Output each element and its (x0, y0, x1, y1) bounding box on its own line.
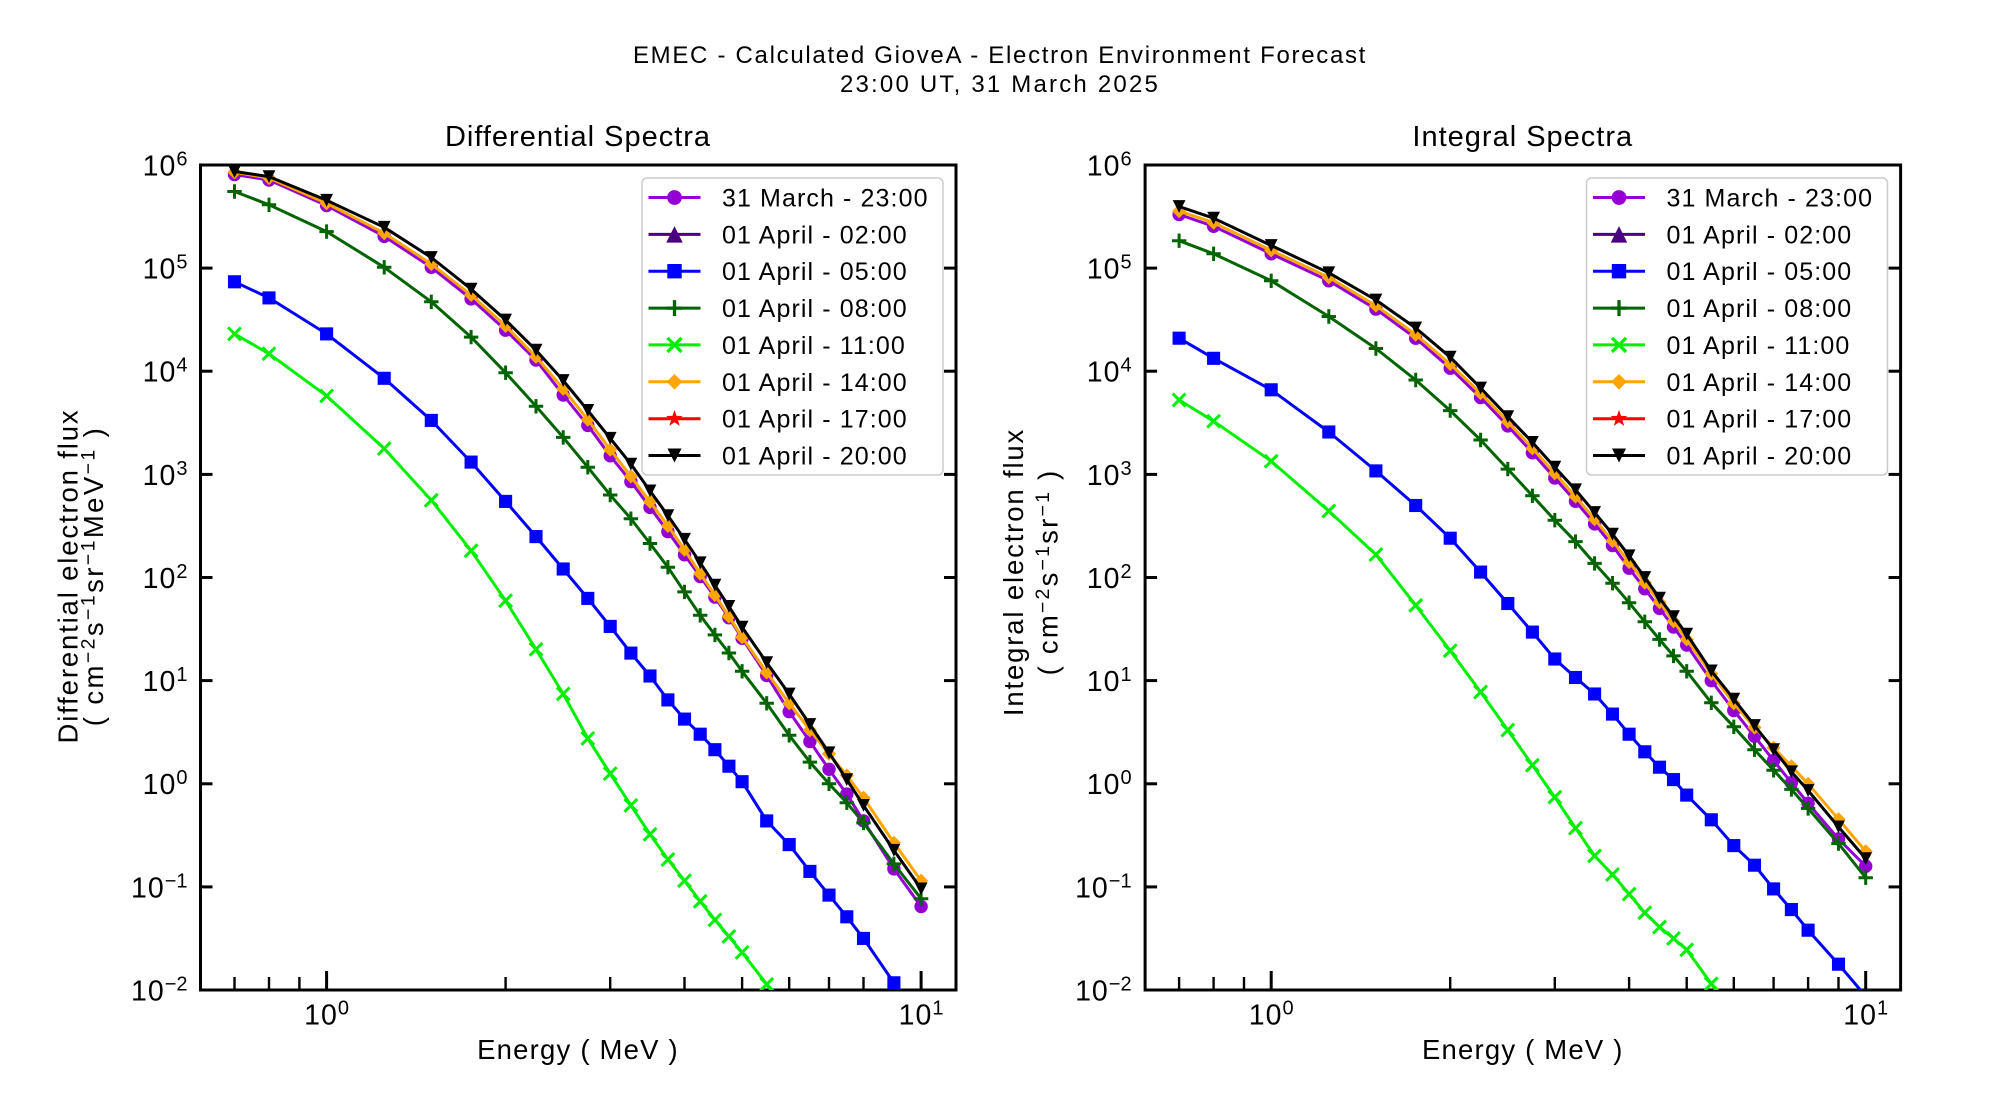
svg-text:104: 104 (1087, 355, 1132, 389)
svg-text:31 March - 23:00: 31 March - 23:00 (722, 185, 929, 213)
svg-text:01 April - 14:00: 01 April - 14:00 (722, 369, 908, 397)
svg-text:Integral electron flux: Integral electron flux (998, 428, 1029, 716)
svg-text:31 March - 23:00: 31 March - 23:00 (1667, 185, 1874, 213)
svg-text:10−1: 10−1 (1075, 870, 1132, 904)
svg-text:Differential electron flux: Differential electron flux (53, 409, 84, 744)
svg-text:01 April - 20:00: 01 April - 20:00 (722, 443, 908, 471)
svg-text:01 April - 20:00: 01 April - 20:00 (1667, 443, 1853, 471)
svg-text:Energy ( MeV ): Energy ( MeV ) (477, 1034, 679, 1065)
svg-text:10−2: 10−2 (1075, 973, 1132, 1007)
svg-text:01 April - 02:00: 01 April - 02:00 (722, 221, 908, 249)
svg-text:01 April - 05:00: 01 April - 05:00 (1667, 258, 1853, 286)
svg-text:Differential Spectra: Differential Spectra (445, 121, 711, 153)
svg-text:01 April - 08:00: 01 April - 08:00 (1667, 295, 1853, 323)
svg-text:23:00 UT, 31 March 2025: 23:00 UT, 31 March 2025 (840, 71, 1160, 98)
svg-text:01 April - 11:00: 01 April - 11:00 (1667, 332, 1851, 360)
svg-text:01 April - 14:00: 01 April - 14:00 (1667, 369, 1853, 397)
svg-text:01 April - 17:00: 01 April - 17:00 (722, 406, 908, 434)
svg-text:( cm−2s−1sr−1MeV−1 ): ( cm−2s−1sr−1MeV−1 ) (78, 426, 110, 726)
svg-text:Integral Spectra: Integral Spectra (1412, 121, 1633, 153)
svg-text:01 April - 17:00: 01 April - 17:00 (1667, 406, 1853, 434)
svg-text:Energy ( MeV ): Energy ( MeV ) (1422, 1034, 1624, 1065)
svg-text:01 April - 05:00: 01 April - 05:00 (722, 258, 908, 286)
svg-text:01 April - 02:00: 01 April - 02:00 (1667, 221, 1853, 249)
svg-text:EMEC - Calculated GioveA - Ele: EMEC - Calculated GioveA - Electron Envi… (633, 42, 1367, 69)
svg-text:01 April - 08:00: 01 April - 08:00 (722, 295, 908, 323)
svg-text:01 April - 11:00: 01 April - 11:00 (722, 332, 906, 360)
